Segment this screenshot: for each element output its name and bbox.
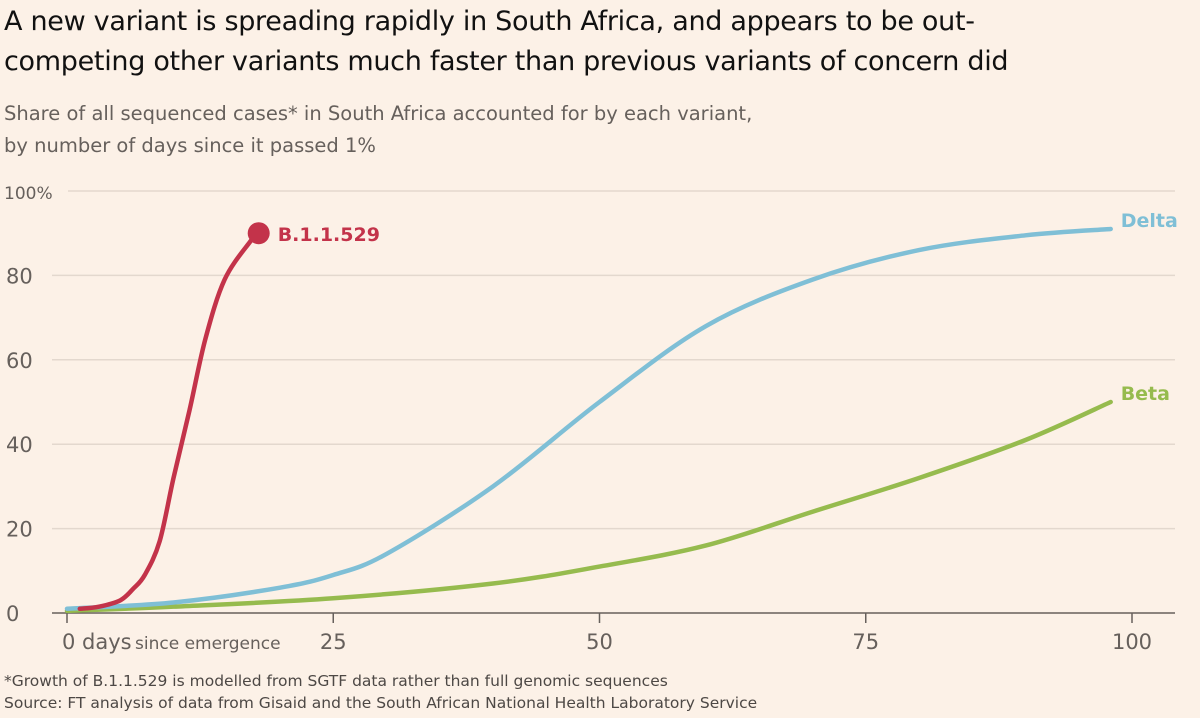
footnote: *Growth of B.1.1.529 is modelled from SG… (4, 672, 668, 690)
series-label-beta: Beta (1121, 383, 1170, 405)
y-tick-label: 40 (6, 433, 33, 457)
series-label-b11529: B.1.1.529 (278, 224, 380, 246)
chart-title: A new variant is spreading rapidly in So… (4, 2, 1009, 82)
series-end-marker (247, 222, 270, 245)
subtitle-line-1: Share of all sequenced cases* in South A… (4, 102, 753, 125)
x-tick-label: 75 (852, 630, 879, 654)
series-line-beta (64, 399, 1113, 614)
series-line-delta (64, 226, 1113, 612)
x-tick-label: 50 (586, 630, 613, 654)
y-tick-label: 20 (6, 518, 33, 542)
y-tick-label: 80 (6, 264, 33, 288)
title-line-2: competing other variants much faster tha… (4, 46, 1009, 77)
x-tick-label: 25 (320, 630, 347, 654)
y-tick-label: 60 (6, 349, 33, 373)
y-tick-label: 0 (6, 602, 19, 626)
chart-subtitle: Share of all sequenced cases* in South A… (4, 98, 752, 162)
series-label-delta: Delta (1121, 210, 1178, 232)
y-tick-label: 100% (4, 184, 53, 204)
source: Source: FT analysis of data from Gisaid … (4, 694, 758, 712)
x-axis-label: since emergence (135, 634, 281, 654)
subtitle-line-2: by number of days since it passed 1% (4, 134, 376, 157)
x-tick-label: 100 (1112, 630, 1152, 654)
x-tick-label: 0 days (62, 630, 132, 654)
title-line-1: A new variant is spreading rapidly in So… (4, 6, 975, 37)
series-line-b11529 (77, 230, 261, 612)
